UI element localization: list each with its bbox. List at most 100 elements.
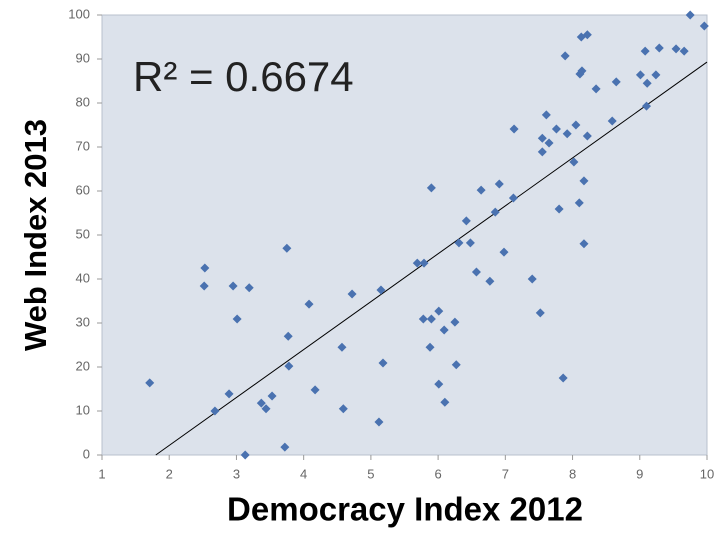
data-point bbox=[426, 183, 436, 193]
data-point bbox=[376, 285, 386, 295]
data-point bbox=[640, 46, 650, 56]
y-tick-label: 80 bbox=[76, 94, 90, 109]
x-tick-label: 3 bbox=[233, 466, 240, 481]
data-point bbox=[579, 176, 589, 186]
data-point bbox=[426, 314, 436, 324]
data-point bbox=[551, 124, 561, 134]
data-point bbox=[471, 267, 481, 277]
data-point bbox=[199, 281, 209, 291]
data-point bbox=[418, 314, 428, 324]
data-point bbox=[685, 10, 695, 20]
plot-area bbox=[101, 14, 708, 456]
data-point bbox=[228, 281, 238, 291]
data-point bbox=[476, 185, 486, 195]
data-point bbox=[560, 51, 570, 61]
data-point bbox=[554, 204, 564, 214]
trendline bbox=[155, 61, 708, 456]
y-tick-label: 20 bbox=[76, 358, 90, 373]
data-point bbox=[582, 30, 592, 40]
x-axis-label: Democracy Index 2012 bbox=[227, 491, 583, 528]
data-point bbox=[337, 342, 347, 352]
data-point bbox=[378, 358, 388, 368]
data-point bbox=[494, 179, 504, 189]
data-point bbox=[244, 283, 254, 293]
x-tick-label: 6 bbox=[434, 466, 441, 481]
data-point bbox=[671, 44, 681, 54]
data-point bbox=[654, 43, 664, 53]
data-point bbox=[434, 379, 444, 389]
data-point bbox=[509, 124, 519, 134]
y-axis-label: Web Index 2013 bbox=[18, 119, 53, 351]
data-point bbox=[439, 325, 449, 335]
data-point bbox=[282, 243, 292, 253]
data-point bbox=[224, 389, 234, 399]
y-tick-label: 0 bbox=[83, 446, 90, 461]
data-point bbox=[261, 404, 271, 414]
data-point bbox=[374, 417, 384, 427]
data-point bbox=[451, 360, 461, 370]
data-point bbox=[454, 238, 464, 248]
data-point bbox=[412, 258, 422, 268]
data-point bbox=[571, 120, 581, 130]
data-point bbox=[499, 247, 509, 257]
annotation: R² = 0.6674 bbox=[133, 53, 354, 100]
data-point bbox=[434, 306, 444, 316]
data-point bbox=[527, 274, 537, 284]
data-point bbox=[535, 308, 545, 318]
y-tick-label: 40 bbox=[76, 270, 90, 285]
data-point bbox=[699, 21, 709, 31]
data-point bbox=[310, 385, 320, 395]
y-tick-label: 70 bbox=[76, 138, 90, 153]
y-tick-label: 60 bbox=[76, 182, 90, 197]
x-tick-label: 4 bbox=[300, 466, 307, 481]
data-point bbox=[537, 147, 547, 157]
data-point bbox=[256, 398, 266, 408]
data-point bbox=[577, 66, 587, 76]
data-point bbox=[642, 101, 651, 111]
x-tick-label: 10 bbox=[700, 466, 714, 481]
data-point bbox=[425, 342, 435, 352]
x-tick-label: 5 bbox=[367, 466, 374, 481]
data-point bbox=[679, 46, 689, 56]
x-tick-label: 7 bbox=[502, 466, 509, 481]
data-point bbox=[283, 331, 293, 341]
data-point bbox=[145, 378, 155, 388]
data-point bbox=[210, 406, 220, 416]
data-point bbox=[582, 131, 592, 141]
data-point bbox=[579, 239, 589, 249]
data-point bbox=[611, 77, 621, 87]
y-tick-label: 30 bbox=[76, 314, 90, 329]
data-point bbox=[232, 314, 242, 324]
data-point bbox=[461, 216, 471, 226]
data-point bbox=[419, 258, 429, 268]
data-point bbox=[338, 404, 348, 414]
data-point bbox=[485, 276, 495, 286]
data-point bbox=[440, 397, 450, 407]
x-tick-label: 9 bbox=[636, 466, 643, 481]
data-point bbox=[490, 207, 500, 217]
data-point bbox=[304, 299, 314, 309]
y-tick-label: 10 bbox=[76, 402, 90, 417]
data-point bbox=[240, 450, 250, 460]
data-point bbox=[347, 289, 357, 299]
y-tick-label: 100 bbox=[68, 6, 90, 21]
data-point bbox=[642, 78, 652, 88]
data-point bbox=[562, 129, 572, 139]
y-tick-label: 90 bbox=[76, 50, 90, 65]
data-point bbox=[541, 110, 551, 120]
data-point bbox=[280, 442, 290, 452]
data-point bbox=[267, 391, 277, 401]
data-point bbox=[537, 133, 547, 143]
x-tick-label: 2 bbox=[166, 466, 173, 481]
data-point bbox=[200, 263, 210, 273]
data-point bbox=[651, 70, 661, 80]
data-point bbox=[450, 317, 460, 327]
y-tick-label: 50 bbox=[76, 226, 90, 241]
data-point bbox=[591, 84, 601, 94]
data-point bbox=[607, 116, 617, 126]
data-point bbox=[508, 193, 518, 203]
data-point bbox=[635, 70, 645, 80]
data-point bbox=[284, 361, 294, 371]
x-tick-label: 8 bbox=[569, 466, 576, 481]
